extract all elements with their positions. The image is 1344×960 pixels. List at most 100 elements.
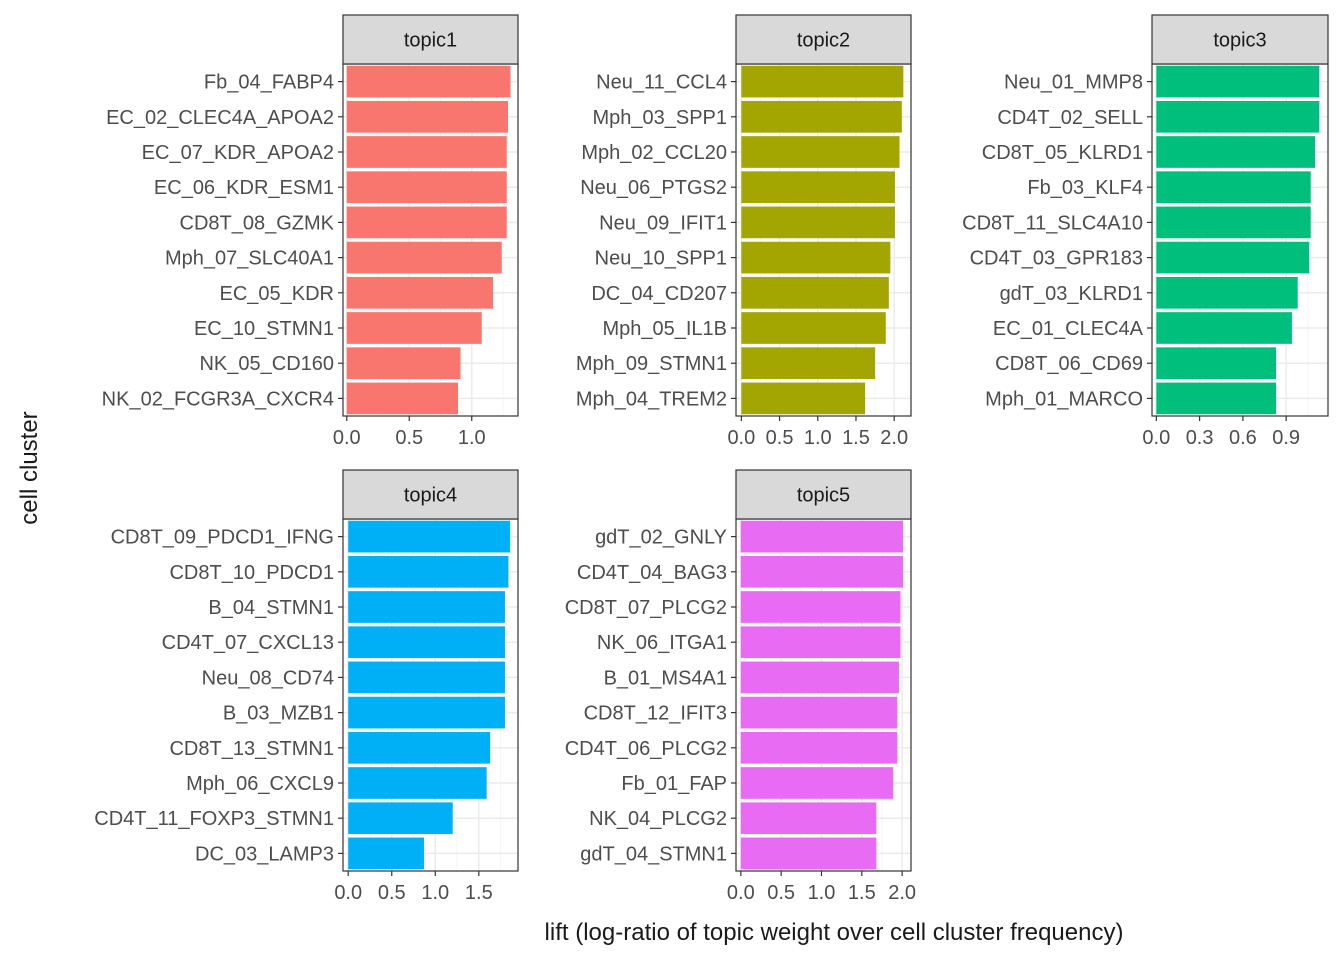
y-tick-label: CD4T_11_FOXP3_STMN1: [94, 808, 334, 830]
x-tick-label: 0.5: [378, 882, 406, 904]
bar: [740, 661, 899, 694]
bar: [346, 136, 507, 168]
bar: [741, 312, 886, 344]
bar: [740, 591, 901, 623]
bar: [1156, 382, 1277, 415]
y-tick-label: gdT_04_STMN1: [580, 843, 727, 865]
facet-strip: [1151, 14, 1329, 65]
y-tick-label: Mph_09_STMN1: [576, 353, 727, 375]
bar: [348, 520, 511, 553]
facet-title: topic4: [404, 485, 457, 507]
bar: [1156, 312, 1292, 344]
y-tick-label: CD8T_07_PLCG2: [565, 597, 727, 619]
y-tick-label: EC_10_STMN1: [194, 318, 334, 340]
y-tick-label: EC_07_KDR_APOA2: [142, 142, 334, 164]
y-axis-title: cell cluster: [16, 411, 43, 524]
panel-topic4: topic4 CD8T_09_PDCD1_IFNG CD8T_10_PDCD1 B_0…: [94, 469, 519, 904]
bar: [740, 555, 903, 588]
y-tick-label: CD8T_09_PDCD1_IFNG: [111, 527, 334, 549]
facet-title: topic5: [797, 485, 850, 507]
bar: [348, 767, 487, 799]
x-tick-label: 1.5: [848, 882, 876, 904]
x-tick-label: 1.0: [804, 427, 832, 449]
x-axis-title: lift (log-ratio of topic weight over cel…: [545, 919, 1124, 946]
bar: [741, 136, 900, 168]
bar: [741, 100, 902, 133]
x-tick-label: 2.0: [880, 427, 908, 449]
bar: [346, 100, 508, 133]
x-tick-label: 0.5: [766, 427, 794, 449]
y-tick-label: gdT_03_KLRD1: [1000, 283, 1143, 305]
bar: [346, 276, 493, 309]
bar: [1156, 136, 1316, 168]
y-tick-label: Mph_04_TREM2: [576, 388, 727, 410]
panel-topic2: topic2 Neu_11_CCL4 Mph_03_SPP1 Mph_02_CCL20…: [576, 14, 912, 449]
bar: [740, 626, 901, 659]
x-tick-label: 1.5: [842, 427, 870, 449]
x-tick-label: 2.0: [888, 882, 916, 904]
bar: [348, 696, 505, 729]
bar: [741, 276, 889, 309]
bar: [348, 591, 505, 623]
y-tick-label: Fb_01_FAP: [621, 773, 727, 795]
x-tick-label: 1.0: [421, 882, 449, 904]
bar: [346, 312, 482, 344]
bar: [346, 241, 502, 274]
y-tick-label: CD8T_06_CD69: [995, 353, 1143, 375]
y-tick-label: Mph_03_SPP1: [592, 107, 727, 129]
bar: [1156, 276, 1298, 309]
bar: [1156, 241, 1310, 274]
x-tick-label: 1.5: [465, 882, 493, 904]
bar: [1156, 171, 1311, 204]
x-tick-label: 0.0: [1142, 427, 1170, 449]
facet-title: topic3: [1213, 30, 1266, 52]
bar: [1156, 100, 1320, 133]
bar: [741, 65, 904, 98]
x-tick-label: 0.0: [727, 882, 755, 904]
facet-strip: [735, 469, 912, 520]
y-tick-label: Mph_05_IL1B: [602, 318, 727, 340]
bar: [348, 731, 491, 764]
y-tick-label: NK_04_PLCG2: [589, 808, 727, 830]
y-tick-label: Neu_08_CD74: [202, 667, 334, 689]
x-tick-label: 1.0: [808, 882, 836, 904]
bar: [348, 837, 424, 870]
y-tick-label: Neu_06_PTGS2: [580, 177, 727, 199]
panel-topic5: topic5 gdT_02_GNLY CD4T_04_BAG3 CD8T_07_PLC…: [565, 469, 916, 904]
y-tick-label: Neu_10_SPP1: [595, 248, 727, 270]
x-tick-label: 0.0: [334, 882, 362, 904]
x-tick-label: 0.5: [767, 882, 795, 904]
y-tick-label: NK_05_CD160: [199, 353, 334, 375]
facet-title: topic1: [404, 30, 457, 52]
bar: [741, 382, 866, 415]
facet-panels: topic1 Fb_04_FABP4 EC_02_CLEC4A_APOA2 EC_07…: [94, 14, 1329, 904]
bar: [1156, 206, 1311, 239]
y-tick-label: NK_02_FCGR3A_CXCR4: [102, 388, 334, 410]
y-tick-label: B_03_MZB1: [223, 703, 334, 725]
y-tick-label: Neu_11_CCL4: [596, 72, 727, 94]
y-tick-label: EC_01_CLEC4A: [993, 318, 1144, 340]
bar: [740, 767, 894, 799]
y-tick-label: CD4T_02_SELL: [997, 107, 1143, 129]
y-tick-label: CD8T_12_IFIT3: [584, 703, 727, 725]
y-tick-label: CD8T_11_SLC4A10: [962, 212, 1143, 234]
bar: [1156, 347, 1277, 380]
y-tick-label: EC_05_KDR: [219, 283, 334, 305]
facet-strip: [735, 14, 912, 65]
y-tick-label: Fb_03_KLF4: [1027, 177, 1143, 199]
bar: [346, 171, 507, 204]
bar: [346, 206, 507, 239]
bar: [348, 555, 509, 588]
y-tick-label: EC_02_CLEC4A_APOA2: [106, 107, 334, 129]
x-tick-label: 0.3: [1186, 427, 1214, 449]
bar: [348, 661, 505, 694]
y-tick-label: DC_03_LAMP3: [195, 843, 334, 865]
y-tick-label: Mph_07_SLC40A1: [165, 248, 334, 270]
panel-topic1: topic1 Fb_04_FABP4 EC_02_CLEC4A_APOA2 EC_07…: [102, 14, 519, 449]
y-tick-label: CD4T_07_CXCL13: [162, 632, 334, 654]
y-tick-label: B_04_STMN1: [208, 597, 334, 619]
x-tick-label: 0.6: [1229, 427, 1257, 449]
y-tick-label: CD4T_04_BAG3: [577, 562, 727, 584]
y-tick-label: B_01_MS4A1: [604, 667, 727, 689]
y-tick-label: Mph_02_CCL20: [581, 142, 727, 164]
